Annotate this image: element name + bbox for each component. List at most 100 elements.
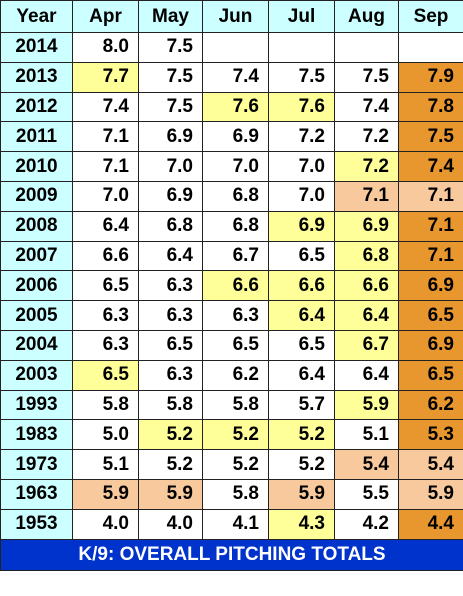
value-cell: 6.5 bbox=[202, 329, 269, 361]
header-row: Year Apr May Jun Jul Aug Sep bbox=[0, 0, 463, 33]
value-cell: 5.7 bbox=[268, 389, 335, 421]
column-header: Sep bbox=[398, 0, 463, 33]
value-cell: 6.9 bbox=[138, 121, 203, 153]
value-cell: 4.3 bbox=[268, 508, 335, 540]
value-cell: 5.9 bbox=[268, 478, 335, 510]
table-row: 1993 5.8 5.8 5.8 5.7 5.9 6.2 bbox=[0, 389, 463, 421]
value-cell: 7.1 bbox=[398, 210, 463, 242]
value-cell: 7.6 bbox=[268, 91, 335, 123]
value-cell: 6.4 bbox=[334, 359, 399, 391]
value-cell: 5.2 bbox=[138, 419, 203, 451]
value-cell: 6.7 bbox=[334, 329, 399, 361]
value-cell: 7.5 bbox=[138, 91, 203, 123]
value-cell: 5.8 bbox=[138, 389, 203, 421]
footer-caption: K/9: OVERALL PITCHING TOTALS bbox=[0, 538, 463, 571]
value-cell: 7.5 bbox=[268, 61, 335, 93]
value-cell: 5.9 bbox=[138, 478, 203, 510]
value-cell: 7.5 bbox=[398, 121, 463, 153]
value-cell bbox=[398, 32, 463, 63]
year-cell: 2010 bbox=[0, 151, 73, 182]
value-cell: 7.7 bbox=[72, 61, 139, 93]
year-cell: 1973 bbox=[0, 449, 73, 480]
value-cell: 7.1 bbox=[334, 180, 399, 212]
table-row: 2003 6.5 6.3 6.2 6.4 6.4 6.5 bbox=[0, 359, 463, 391]
year-cell: 1993 bbox=[0, 389, 73, 421]
value-cell: 7.1 bbox=[398, 240, 463, 272]
column-header: Apr bbox=[72, 0, 139, 33]
year-cell: 1953 bbox=[0, 508, 73, 540]
year-cell: 2012 bbox=[0, 91, 73, 123]
value-cell: 6.4 bbox=[268, 300, 335, 331]
value-cell: 7.4 bbox=[398, 151, 463, 182]
value-cell: 6.7 bbox=[202, 240, 269, 272]
value-cell: 6.9 bbox=[268, 210, 335, 242]
value-cell: 7.0 bbox=[138, 151, 203, 182]
value-cell: 6.5 bbox=[268, 329, 335, 361]
table-row: 2006 6.5 6.3 6.6 6.6 6.6 6.9 bbox=[0, 270, 463, 302]
table-row: 2010 7.1 7.0 7.0 7.0 7.2 7.4 bbox=[0, 151, 463, 182]
value-cell: 7.6 bbox=[202, 91, 269, 123]
column-header: Aug bbox=[334, 0, 399, 33]
value-cell: 6.6 bbox=[334, 270, 399, 302]
value-cell: 6.6 bbox=[72, 240, 139, 272]
year-cell: 2005 bbox=[0, 300, 73, 331]
year-cell: 2008 bbox=[0, 210, 73, 242]
value-cell: 7.4 bbox=[202, 61, 269, 93]
value-cell bbox=[202, 32, 269, 63]
table-row: 2008 6.4 6.8 6.8 6.9 6.9 7.1 bbox=[0, 210, 463, 242]
value-cell: 6.2 bbox=[202, 359, 269, 391]
value-cell: 6.8 bbox=[202, 180, 269, 212]
value-cell: 6.5 bbox=[72, 359, 139, 391]
value-cell: 7.4 bbox=[72, 91, 139, 123]
value-cell: 4.1 bbox=[202, 508, 269, 540]
value-cell: 5.4 bbox=[398, 449, 463, 480]
value-cell: 4.0 bbox=[72, 508, 139, 540]
value-cell: 7.5 bbox=[334, 61, 399, 93]
table-row: 2012 7.4 7.5 7.6 7.6 7.4 7.8 bbox=[0, 91, 463, 123]
value-cell: 6.5 bbox=[268, 240, 335, 272]
stats-table: Year Apr May Jun Jul Aug Sep 2014 8.0 7.5 2013 7.7… bbox=[0, 0, 463, 571]
value-cell: 6.5 bbox=[398, 359, 463, 391]
value-cell: 6.9 bbox=[202, 121, 269, 153]
table-row: 2013 7.7 7.5 7.4 7.5 7.5 7.9 bbox=[0, 61, 463, 93]
year-cell: 2004 bbox=[0, 329, 73, 361]
value-cell: 7.1 bbox=[72, 151, 139, 182]
value-cell: 4.4 bbox=[398, 508, 463, 540]
value-cell: 6.3 bbox=[138, 300, 203, 331]
value-cell: 6.4 bbox=[72, 210, 139, 242]
year-cell: 2003 bbox=[0, 359, 73, 391]
value-cell: 7.2 bbox=[268, 121, 335, 153]
table-row: 1983 5.0 5.2 5.2 5.2 5.1 5.3 bbox=[0, 419, 463, 451]
value-cell: 5.8 bbox=[202, 389, 269, 421]
year-cell: 2011 bbox=[0, 121, 73, 153]
table-row: 1963 5.9 5.9 5.8 5.9 5.5 5.9 bbox=[0, 478, 463, 510]
value-cell: 7.0 bbox=[268, 151, 335, 182]
value-cell: 7.2 bbox=[334, 151, 399, 182]
value-cell: 5.9 bbox=[334, 389, 399, 421]
value-cell: 4.0 bbox=[138, 508, 203, 540]
value-cell: 5.1 bbox=[334, 419, 399, 451]
value-cell: 7.0 bbox=[202, 151, 269, 182]
year-cell: 1963 bbox=[0, 478, 73, 510]
value-cell: 6.3 bbox=[138, 270, 203, 302]
value-cell: 5.1 bbox=[72, 449, 139, 480]
value-cell: 5.4 bbox=[334, 449, 399, 480]
column-header: Jun bbox=[202, 0, 269, 33]
year-cell: 2007 bbox=[0, 240, 73, 272]
column-header: May bbox=[138, 0, 203, 33]
value-cell: 7.5 bbox=[138, 61, 203, 93]
value-cell: 6.9 bbox=[138, 180, 203, 212]
value-cell: 6.4 bbox=[334, 300, 399, 331]
value-cell: 5.2 bbox=[268, 449, 335, 480]
value-cell: 5.8 bbox=[72, 389, 139, 421]
year-cell: 2006 bbox=[0, 270, 73, 302]
value-cell: 5.9 bbox=[72, 478, 139, 510]
value-cell bbox=[334, 32, 399, 63]
value-cell: 6.5 bbox=[138, 329, 203, 361]
table-row: 1973 5.1 5.2 5.2 5.2 5.4 5.4 bbox=[0, 449, 463, 480]
value-cell: 7.1 bbox=[398, 180, 463, 212]
year-cell: 1983 bbox=[0, 419, 73, 451]
value-cell: 6.8 bbox=[202, 210, 269, 242]
value-cell: 7.2 bbox=[334, 121, 399, 153]
value-cell: 5.2 bbox=[202, 449, 269, 480]
